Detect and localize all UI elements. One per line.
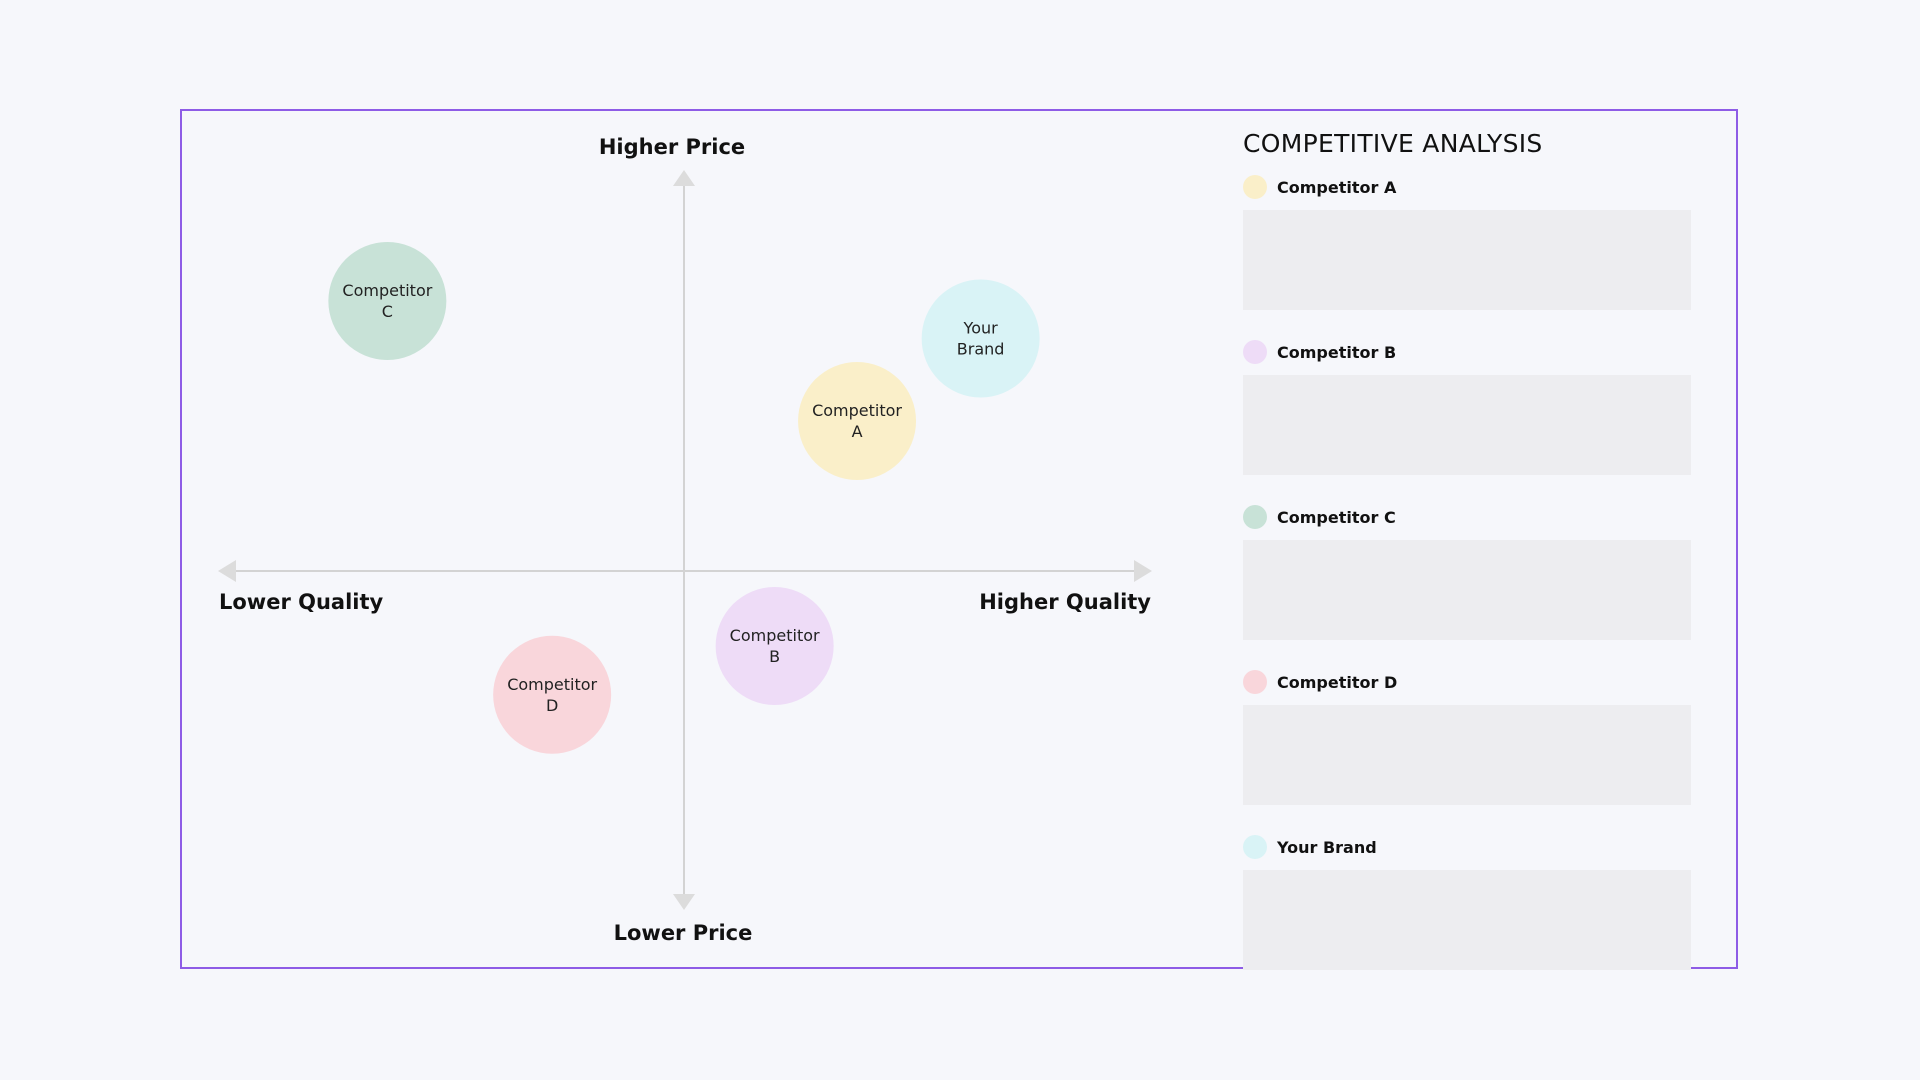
bubble-label-line1: Competitor xyxy=(812,401,902,420)
arrow-up-icon xyxy=(673,170,695,186)
bubble: Competitor B xyxy=(715,587,834,705)
bubble-circle xyxy=(798,362,917,480)
bubble: Your Brand xyxy=(921,279,1040,398)
legend-swatch xyxy=(1243,670,1267,694)
legend-header: Your Brand xyxy=(1243,834,1691,860)
legend-swatch xyxy=(1243,340,1267,364)
arrow-down-icon xyxy=(673,894,695,910)
legend-item: Competitor B xyxy=(1243,339,1691,475)
bubble-label-line2: Brand xyxy=(957,340,1005,359)
legend-notes-box[interactable] xyxy=(1243,210,1691,310)
axis-label-top: Higher Price xyxy=(599,135,745,159)
legend-list: Competitor A Competitor B Competitor C Comp… xyxy=(1243,174,1691,970)
bubble-label-line1: Your xyxy=(963,319,999,338)
legend-notes-box[interactable] xyxy=(1243,375,1691,475)
legend-name: Competitor C xyxy=(1277,507,1396,527)
legend-item: Competitor C xyxy=(1243,504,1691,640)
bubble-label-line2: C xyxy=(382,302,393,321)
analysis-frame xyxy=(180,109,1738,969)
bubble-label-line1: Competitor xyxy=(507,675,597,694)
legend-swatch xyxy=(1243,835,1267,859)
legend-name: Your Brand xyxy=(1277,837,1377,857)
legend-name: Competitor B xyxy=(1277,342,1397,362)
bubble: Competitor A xyxy=(798,362,917,480)
bubbles: CompetitorCYourBrandCompetitorACompetito… xyxy=(328,242,1040,754)
bubble-circle xyxy=(921,279,1040,398)
legend-notes-box[interactable] xyxy=(1243,705,1691,805)
legend-name: Competitor D xyxy=(1277,672,1398,692)
panel-title: COMPETITIVE ANALYSIS xyxy=(1243,129,1543,158)
legend-item: Your Brand xyxy=(1243,834,1691,970)
bubble: Competitor D xyxy=(493,635,612,754)
bubble-circle xyxy=(715,587,834,705)
axis-label-bottom: Lower Price xyxy=(614,921,753,945)
bubble-label-line1: Competitor xyxy=(342,281,432,300)
legend-header: Competitor D xyxy=(1243,669,1691,695)
legend-header: Competitor C xyxy=(1243,504,1691,530)
legend-header: Competitor A xyxy=(1243,174,1691,200)
arrow-left-icon xyxy=(218,560,236,582)
legend-notes-box[interactable] xyxy=(1243,870,1691,970)
bubble-circle xyxy=(493,635,612,754)
arrow-right-icon xyxy=(1134,560,1152,582)
axes xyxy=(218,170,1152,910)
axis-label-left: Lower Quality xyxy=(219,590,384,614)
bubble-label-line2: D xyxy=(546,696,558,715)
legend-item: Competitor A xyxy=(1243,174,1691,310)
legend-swatch xyxy=(1243,505,1267,529)
bubble-label-line2: B xyxy=(769,647,780,666)
bubble-label-line2: A xyxy=(852,422,863,441)
legend-swatch xyxy=(1243,175,1267,199)
bubble-circle xyxy=(328,242,447,360)
legend-name: Competitor A xyxy=(1277,177,1397,197)
legend-header: Competitor B xyxy=(1243,339,1691,365)
competitive-analysis-panel: COMPETITIVE ANALYSIS Competitor A Competi… xyxy=(1243,126,1691,970)
bubble-label-line1: Competitor xyxy=(730,626,820,645)
bubble: Competitor C xyxy=(328,242,447,360)
legend-notes-box[interactable] xyxy=(1243,540,1691,640)
legend-item: Competitor D xyxy=(1243,669,1691,805)
axis-label-right: Higher Quality xyxy=(979,590,1151,614)
